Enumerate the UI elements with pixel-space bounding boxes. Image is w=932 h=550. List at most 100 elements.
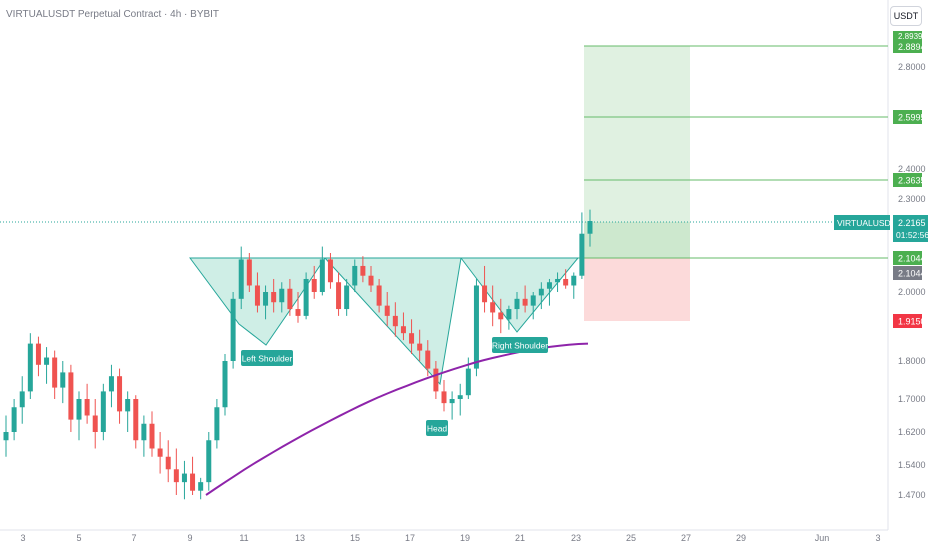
- candle-body: [52, 357, 58, 388]
- time-tick: 29: [736, 533, 746, 543]
- candle-body: [327, 259, 333, 283]
- candle-body: [44, 357, 50, 365]
- price-tick: 2.8000: [898, 62, 926, 72]
- tp1-label: 2.3635: [898, 176, 926, 186]
- filled-profit-zone: [584, 222, 690, 258]
- tp3-top-label-box: [893, 31, 922, 40]
- candle-body: [181, 473, 187, 483]
- candlestick-series: [3, 209, 593, 500]
- tp2-label-box: [893, 110, 922, 124]
- candle-body: [238, 259, 244, 299]
- time-axis[interactable]: 3 5 7 9 11 13 15 17 19 21 23 25 27 29 Ju…: [20, 533, 880, 543]
- time-tick: 27: [681, 533, 691, 543]
- candle-body: [522, 298, 528, 306]
- price-tick: 1.8000: [898, 356, 926, 366]
- candle-body: [263, 292, 269, 306]
- symbol-label: VIRTUALUSDT.P: [837, 218, 903, 228]
- candle-body: [198, 482, 204, 491]
- candle-body: [449, 399, 455, 404]
- candle-body: [35, 343, 41, 365]
- price-tick: 2.3000: [898, 194, 926, 204]
- candle-body: [303, 278, 309, 316]
- entry-label: 2.1044: [898, 254, 926, 264]
- candle-body: [319, 259, 325, 292]
- candle-body: [84, 399, 90, 416]
- time-tick: 15: [350, 533, 360, 543]
- currency-selector-button[interactable]: USDT: [890, 6, 922, 26]
- candle-body: [214, 407, 220, 441]
- candle-body: [254, 285, 260, 306]
- candle-body: [60, 372, 66, 388]
- price-tick: 1.6200: [898, 427, 926, 437]
- candle-body: [546, 282, 552, 289]
- candle-body: [287, 288, 293, 310]
- price-tick: 1.4700: [898, 490, 926, 500]
- symbol-label-box: [834, 215, 890, 230]
- candle-body: [279, 288, 285, 303]
- candle-body: [400, 326, 406, 334]
- candle-body: [311, 278, 317, 292]
- candle-body: [222, 361, 228, 408]
- candle-body: [141, 423, 147, 441]
- candle-body: [190, 473, 196, 491]
- time-tick: 25: [626, 533, 636, 543]
- candle-body: [11, 407, 17, 432]
- candle-body: [384, 305, 390, 316]
- candle-body: [465, 368, 471, 396]
- right-shoulder-shape[interactable]: [459, 257, 580, 333]
- entry-alt-label-box: [893, 266, 922, 280]
- time-tick: Jun: [815, 533, 830, 543]
- candle-body: [579, 233, 585, 276]
- candle-body: [433, 368, 439, 392]
- candle-body: [563, 278, 569, 286]
- candle-body: [482, 285, 488, 303]
- last-price-label-box: [893, 215, 928, 242]
- time-tick: 3: [875, 533, 880, 543]
- time-tick: 17: [405, 533, 415, 543]
- candle-body: [530, 295, 536, 306]
- tp2-label: 2.5995: [898, 113, 926, 123]
- price-tick: 2.0000: [898, 287, 926, 297]
- candle-body: [352, 265, 358, 286]
- stop-label: 1.9150: [898, 317, 926, 327]
- candle-body: [68, 372, 74, 420]
- price-axis[interactable]: 2.8000 2.4000 2.3000 2.0000 1.8000 1.700…: [898, 62, 926, 500]
- chart-title: VIRTUALUSDT Perpetual Contract · 4h · BY…: [6, 9, 220, 20]
- time-tick: 23: [571, 533, 581, 543]
- time-tick: 11: [239, 533, 248, 543]
- candle-body: [473, 285, 479, 369]
- candle-body: [165, 456, 171, 470]
- candle-body: [108, 376, 114, 392]
- candle-body: [506, 309, 512, 320]
- candle-body: [271, 292, 277, 303]
- time-tick: 13: [295, 533, 305, 543]
- time-tick: 3: [20, 533, 25, 543]
- time-tick: 19: [460, 533, 470, 543]
- candle-body: [409, 333, 415, 344]
- right-shoulder-label-box: [492, 337, 548, 353]
- candle-body: [376, 285, 382, 306]
- candle-body: [27, 343, 33, 392]
- time-tick: 7: [131, 533, 136, 543]
- candle-body: [157, 448, 163, 457]
- candle-body: [246, 259, 252, 286]
- candle-body: [490, 302, 496, 313]
- bar-countdown: 01:52:56: [896, 230, 929, 240]
- candle-body: [117, 376, 123, 412]
- candle-body: [125, 399, 131, 412]
- stop-zone[interactable]: [584, 258, 690, 321]
- candle-body: [587, 221, 593, 234]
- head-label-box: [426, 420, 448, 436]
- candle-body: [100, 391, 106, 432]
- candle-body: [514, 298, 520, 310]
- price-tick: 1.7000: [898, 394, 926, 404]
- candle-body: [571, 275, 577, 286]
- tp3-label: 2.8894: [898, 42, 926, 52]
- candle-body: [538, 288, 544, 296]
- candle-body: [3, 432, 9, 441]
- tp1-label-box: [893, 173, 922, 187]
- entry-label-box: [893, 251, 922, 265]
- candle-body: [368, 275, 374, 286]
- price-tick: 2.4000: [898, 164, 926, 174]
